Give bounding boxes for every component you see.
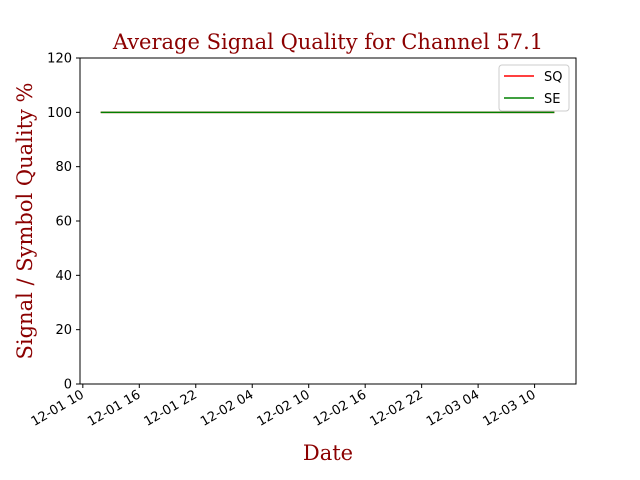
legend-label: SE xyxy=(544,92,560,107)
y-axis: 0 20 40 60 80 100 120 xyxy=(47,52,80,393)
legend: SQ SE xyxy=(498,64,570,112)
y-tick-label: 80 xyxy=(55,160,72,175)
y-tick-label: 100 xyxy=(47,106,72,121)
y-tick-label: 40 xyxy=(55,269,72,284)
x-tick-label: 12-02 22 xyxy=(368,387,426,429)
x-tick-label: 12-03 04 xyxy=(424,387,482,429)
x-tick-label: 12-01 10 xyxy=(29,387,87,429)
x-tick-label: 12-02 16 xyxy=(311,387,369,429)
x-tick-label: 12-03 10 xyxy=(480,387,538,429)
y-axis-label: Signal / Symbol Quality % xyxy=(13,83,37,360)
plot-frame xyxy=(79,57,577,385)
y-tick-label: 0 xyxy=(64,378,72,393)
chart-title: Average Signal Quality for Channel 57.1 xyxy=(112,30,543,54)
x-axis-label: Date xyxy=(303,441,353,465)
y-tick-label: 20 xyxy=(55,323,72,338)
y-tick-label: 120 xyxy=(47,52,72,67)
x-tick-label: 12-01 22 xyxy=(142,387,200,429)
y-tick-label: 60 xyxy=(55,215,72,230)
x-tick-label: 12-01 16 xyxy=(85,387,143,429)
legend-label: SQ xyxy=(544,70,562,85)
x-tick-label: 12-02 10 xyxy=(255,387,313,429)
x-tick-label: 12-02 04 xyxy=(198,387,256,429)
